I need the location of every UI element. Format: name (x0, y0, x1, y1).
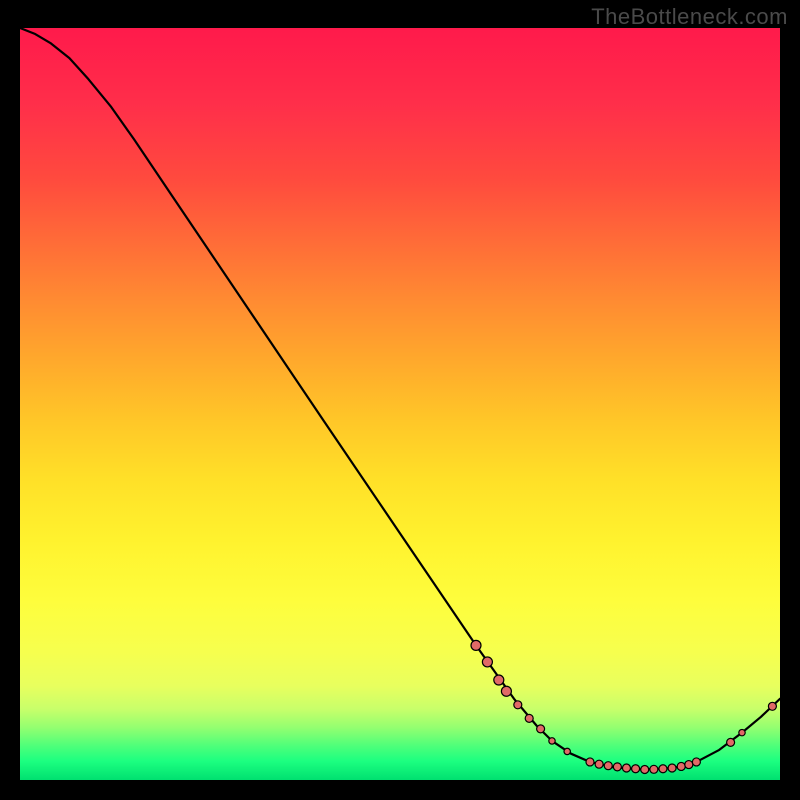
data-marker (595, 760, 603, 768)
data-marker (768, 702, 776, 710)
data-marker (659, 765, 667, 773)
data-marker (727, 738, 735, 746)
data-marker (668, 764, 676, 772)
data-marker (501, 686, 511, 696)
data-marker (549, 738, 555, 744)
data-marker (471, 640, 481, 650)
data-marker (650, 765, 658, 773)
data-marker (622, 764, 630, 772)
data-marker (739, 729, 745, 735)
data-marker (525, 714, 533, 722)
data-marker (537, 725, 545, 733)
watermark-text: TheBottleneck.com (591, 4, 788, 30)
data-marker (641, 765, 649, 773)
data-marker (677, 762, 685, 770)
data-marker (564, 748, 570, 754)
bottleneck-curve (20, 28, 780, 769)
data-marker (685, 761, 693, 769)
data-marker (586, 758, 594, 766)
data-marker (604, 762, 612, 770)
data-markers (471, 640, 776, 773)
curve-layer (20, 28, 780, 780)
plot-area (20, 28, 780, 780)
data-marker (692, 758, 700, 766)
data-marker (494, 675, 504, 685)
data-marker (482, 657, 492, 667)
data-marker (514, 701, 522, 709)
data-marker (632, 765, 640, 773)
data-marker (613, 763, 621, 771)
